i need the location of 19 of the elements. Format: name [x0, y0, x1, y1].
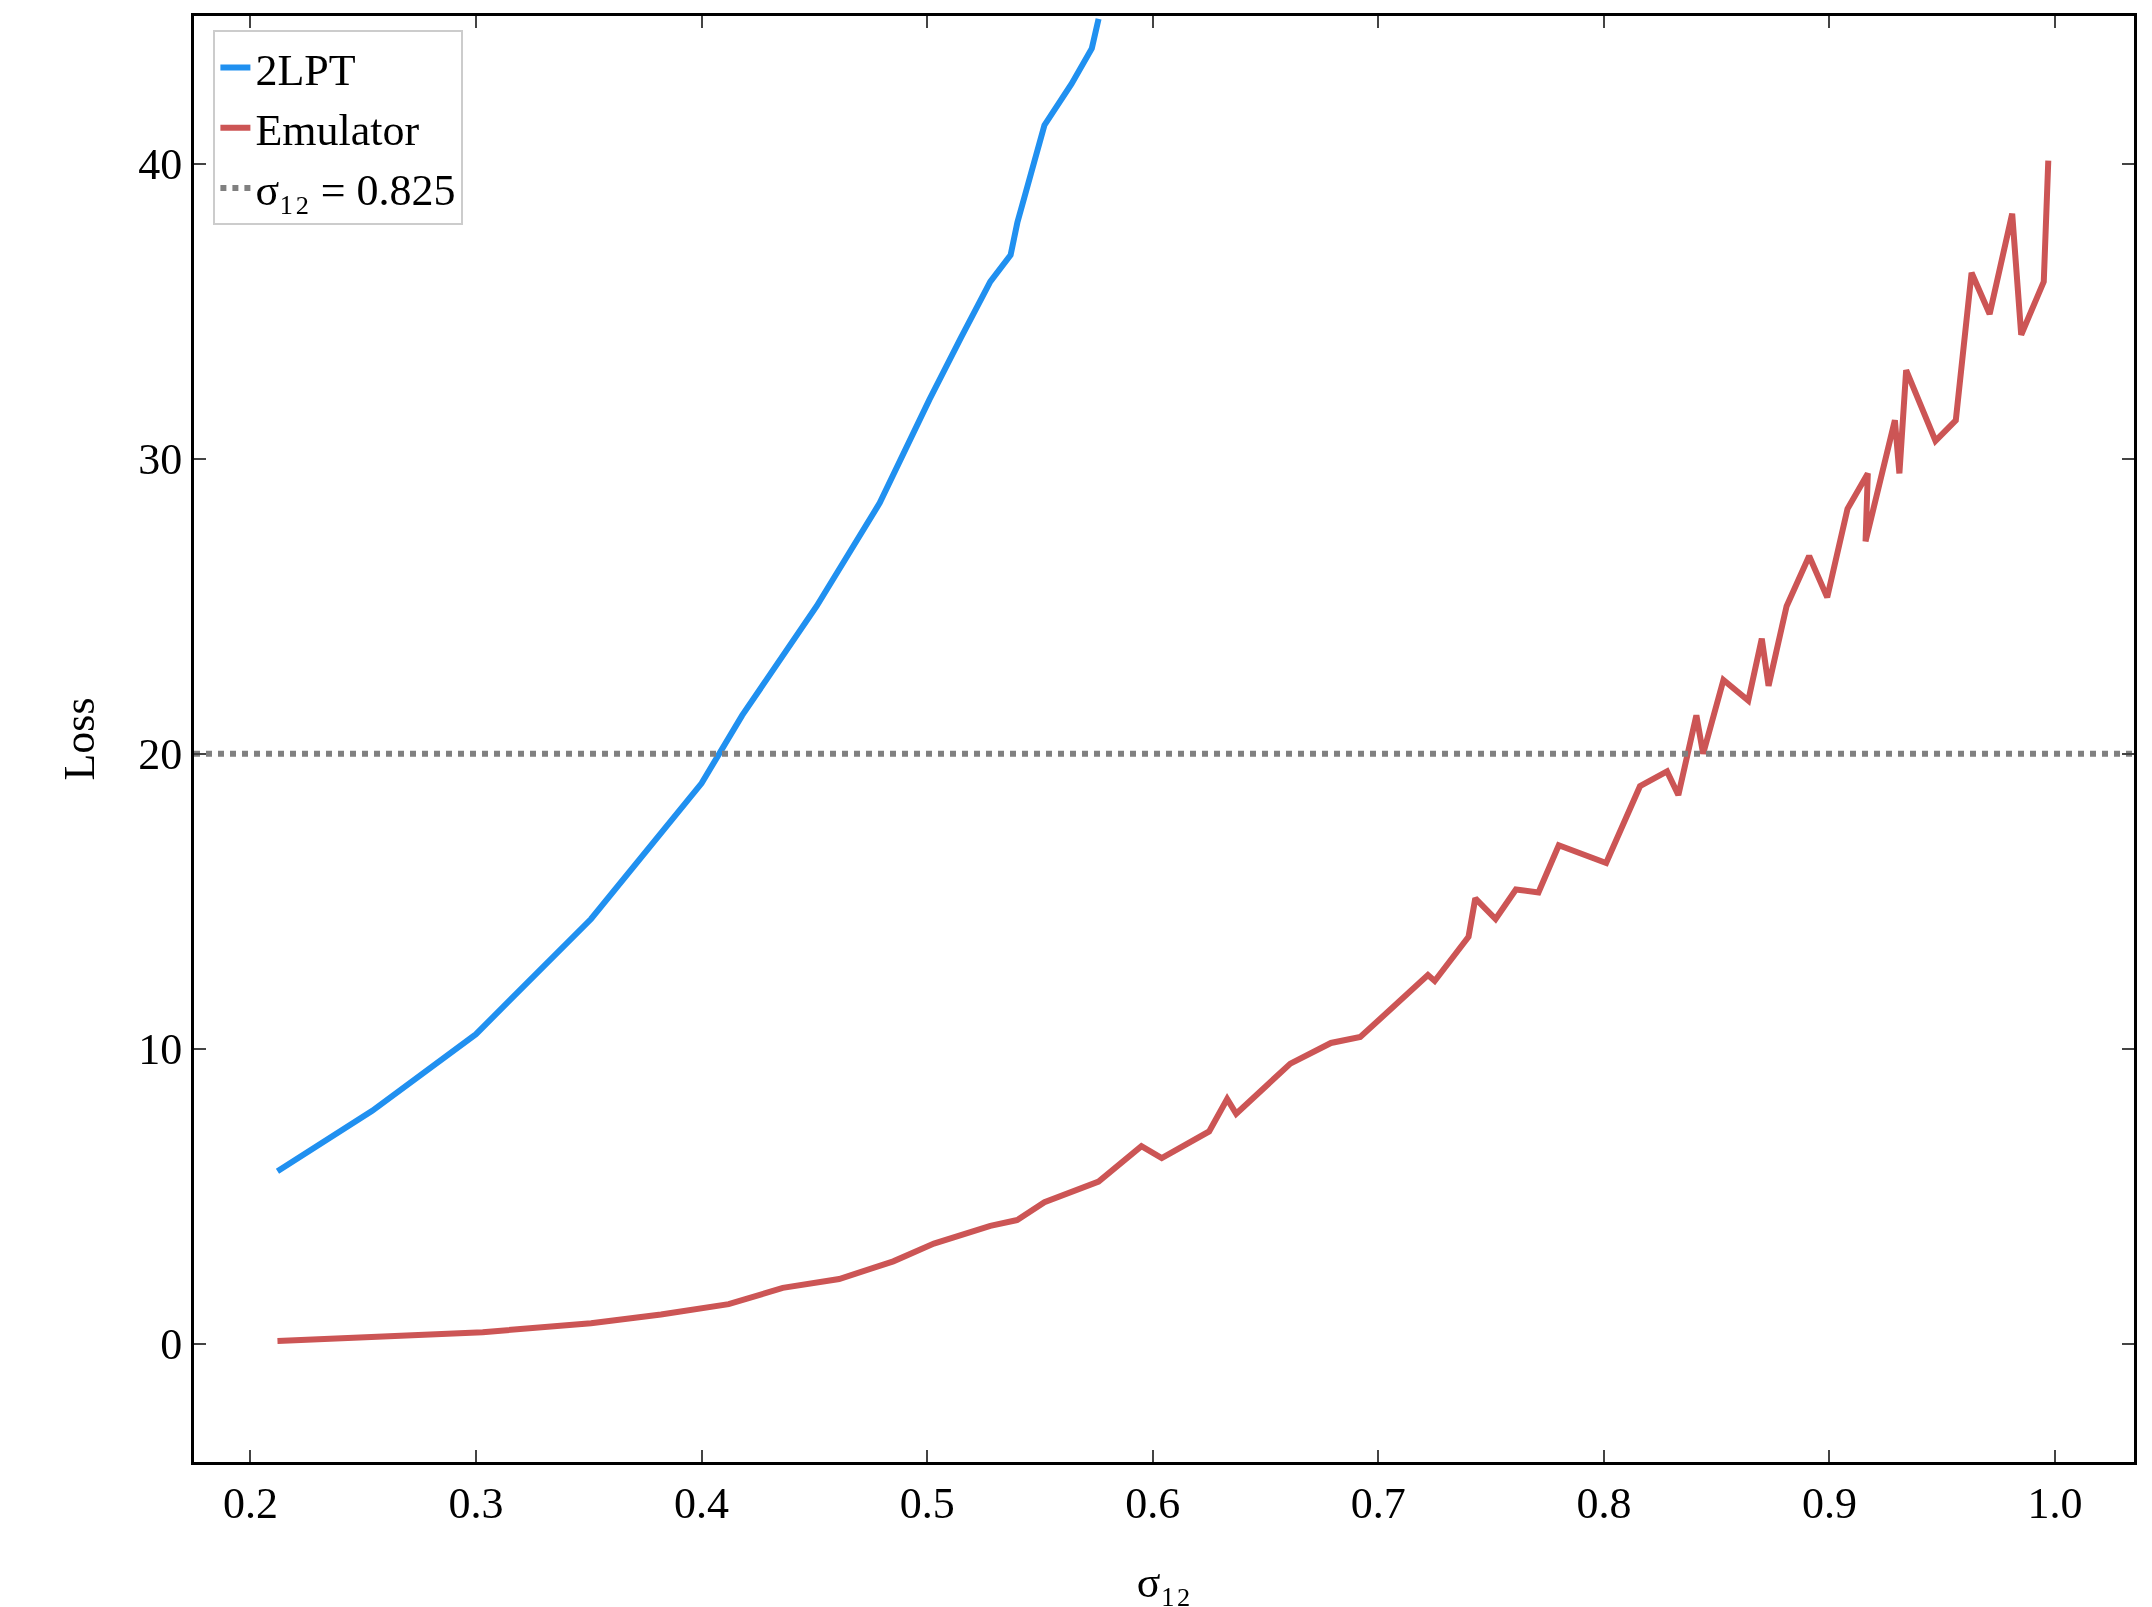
y-tick-label: 40 [138, 139, 183, 189]
x-tick-label: 0.9 [1801, 1478, 1857, 1528]
x-tick-label: 0.6 [1125, 1478, 1181, 1528]
x-tick-label: 0.8 [1576, 1478, 1632, 1528]
legend-label: σ₁₂ = 0.825 [255, 166, 456, 216]
y-tick-label: 30 [138, 435, 183, 485]
x-tick-label: 0.2 [222, 1478, 278, 1528]
legend-label: 2LPT [255, 45, 356, 95]
legend-label: Emulator [255, 105, 420, 155]
y-tick-label: 10 [138, 1025, 183, 1075]
y-tick-label: 20 [138, 730, 183, 780]
y-axis-title: Loss [55, 697, 104, 781]
x-tick-label: 0.7 [1350, 1478, 1406, 1528]
x-tick-label: 0.4 [674, 1478, 730, 1528]
x-axis-title: σ₁₂ [1136, 1558, 1192, 1607]
y-tick-label: 0 [160, 1320, 183, 1370]
x-tick-label: 1.0 [2027, 1478, 2083, 1528]
x-tick-label: 0.5 [899, 1478, 955, 1528]
x-tick-label: 0.3 [448, 1478, 504, 1528]
